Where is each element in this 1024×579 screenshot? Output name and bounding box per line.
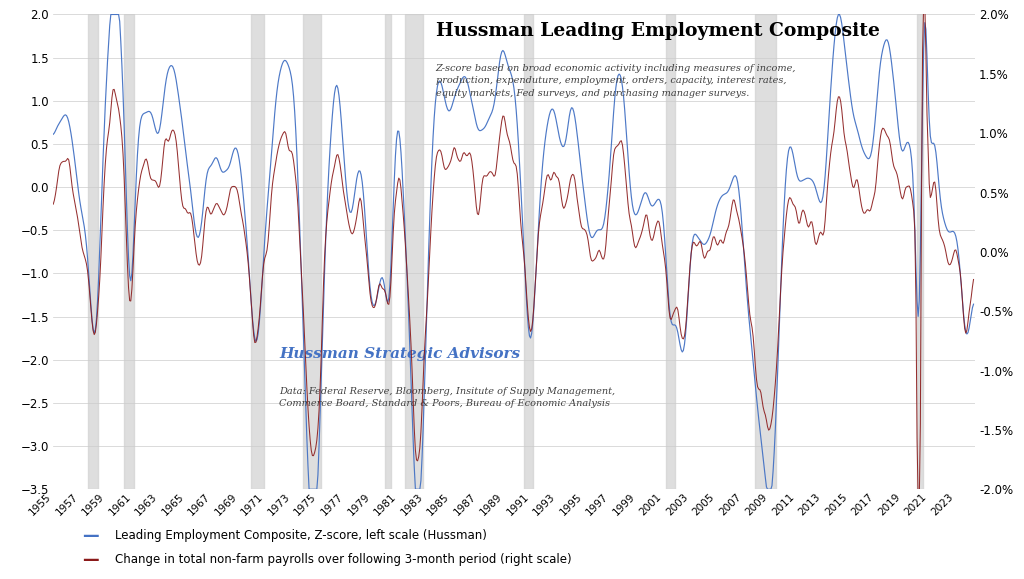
Bar — [251, 14, 264, 489]
Text: Hussman Leading Employment Composite: Hussman Leading Employment Composite — [435, 21, 880, 39]
Text: Leading Employment Composite, Z-score, left scale (Hussman): Leading Employment Composite, Z-score, l… — [115, 529, 486, 542]
Text: Data: Federal Reserve, Bloomberg, Insitute of Supply Management,
Commerce Board,: Data: Federal Reserve, Bloomberg, Insitu… — [279, 387, 615, 408]
Bar — [404, 14, 423, 489]
Text: Hussman Strategic Advisors: Hussman Strategic Advisors — [279, 347, 520, 361]
Bar — [666, 14, 675, 489]
Bar — [302, 14, 322, 489]
Text: —: — — [82, 551, 98, 569]
Bar — [916, 14, 923, 489]
Bar — [755, 14, 776, 489]
Text: Change in total non-farm payrolls over following 3-month period (right scale): Change in total non-farm payrolls over f… — [115, 554, 571, 566]
Text: Z-score based on broad economic activity including measures of income,
productio: Z-score based on broad economic activity… — [435, 64, 797, 98]
Bar — [385, 14, 391, 489]
Bar — [124, 14, 134, 489]
Bar — [524, 14, 534, 489]
Bar — [88, 14, 98, 489]
Text: —: — — [82, 526, 98, 545]
